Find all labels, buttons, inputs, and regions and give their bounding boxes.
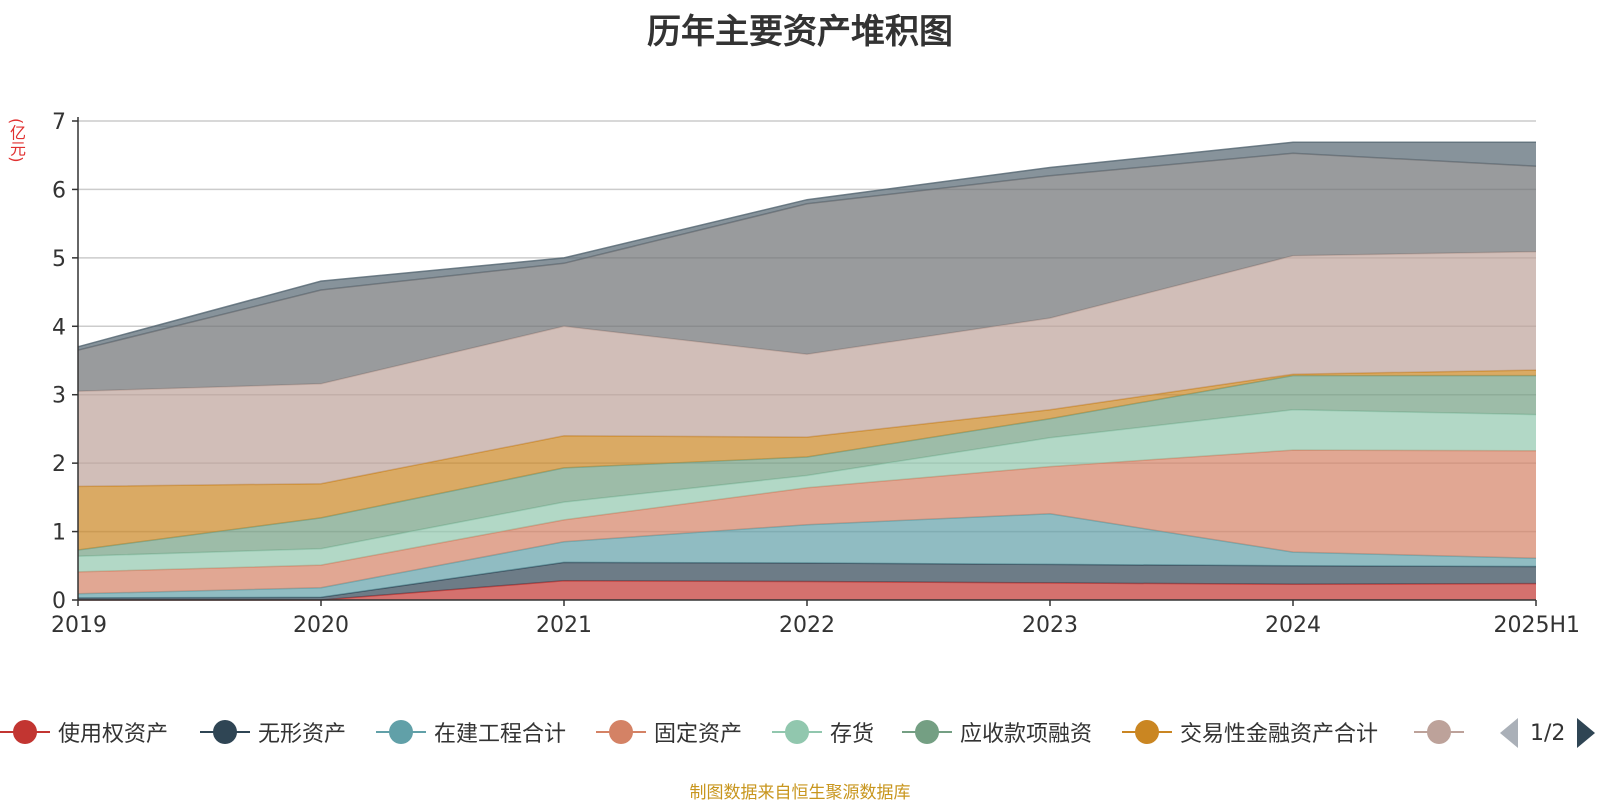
y-tick-label: 6 — [52, 178, 66, 203]
legend-label: 使用权资产 — [58, 722, 169, 747]
legend-label: 应收款项融资 — [960, 722, 1093, 747]
legend-marker-icon — [772, 712, 822, 752]
legend-item-intangible-assets[interactable]: 无形资产 — [200, 712, 346, 752]
legend-label: 存货 — [830, 722, 875, 747]
x-tick-label: 2019 — [51, 613, 107, 638]
legend-marker-icon — [1122, 712, 1172, 752]
x-tick-label: 2025H1 — [1493, 613, 1580, 638]
area-series-2 — [78, 513, 1536, 598]
x-tick-label: 2020 — [293, 613, 349, 638]
legend-item-right-of-use-assets[interactable]: 使用权资产 — [0, 712, 168, 752]
legend-marker-icon — [1414, 712, 1464, 752]
legend-marker-icon — [596, 712, 646, 752]
y-tick-label: 1 — [52, 521, 66, 546]
area-series-1 — [78, 562, 1536, 600]
y-tick-label: 3 — [52, 384, 66, 409]
y-tick-label: 7 — [52, 110, 66, 135]
area-series-5 — [78, 375, 1536, 557]
legend-item-construction-in-progress[interactable]: 在建工程合计 — [376, 712, 566, 752]
area-series-8 — [78, 153, 1536, 392]
legend-next-page-icon[interactable] — [1577, 718, 1596, 748]
stacked-area-chart: 0 1 2 3 4 5 6 7 2019 2020 2021 2022 2023 2024 2025H1 — [51, 110, 1580, 638]
legend-label: 无形资产 — [258, 722, 347, 747]
area-series-3 — [78, 450, 1536, 594]
y-axis-unit-label: (亿元) — [7, 118, 26, 163]
legend-label: 在建工程合计 — [434, 722, 567, 747]
x-tick-label: 2022 — [779, 613, 835, 638]
y-tick-label: 2 — [52, 452, 66, 477]
legend-item-receivables-financing[interactable]: 应收款项融资 — [902, 712, 1092, 752]
legend-marker-icon — [376, 712, 426, 752]
x-tick-label: 2023 — [1022, 613, 1078, 638]
data-source-note: 制图数据来自恒生聚源数据库 — [689, 783, 911, 803]
area-series-4 — [78, 409, 1536, 572]
chart-title: 历年主要资产堆积图 — [647, 12, 953, 52]
x-tick-label: 2024 — [1265, 613, 1321, 638]
y-tick-label: 5 — [52, 247, 66, 272]
legend-marker-icon — [200, 712, 250, 752]
line-series-9 — [77, 141, 1536, 348]
legend-label: 交易性金融资产合计 — [1180, 722, 1379, 747]
legend-label: 固定资产 — [654, 722, 743, 747]
legend-prev-page-icon[interactable] — [1500, 718, 1518, 748]
y-tick-label: 4 — [52, 315, 66, 340]
legend-item-inventory[interactable]: 存货 — [772, 712, 874, 752]
legend-marker-icon — [902, 712, 952, 752]
legend-pager: 1/2 — [1500, 716, 1596, 750]
y-tick-label: 0 — [52, 589, 66, 614]
legend-page-indicator: 1/2 — [1530, 720, 1566, 746]
area-series-0 — [78, 580, 1536, 600]
legend-item-fixed-assets[interactable]: 固定资产 — [596, 712, 742, 752]
legend-item-partial[interactable] — [1414, 712, 1464, 752]
legend-marker-icon — [0, 712, 50, 752]
area-series-7 — [78, 251, 1536, 487]
legend-item-trading-financial-assets[interactable]: 交易性金融资产合计 — [1122, 712, 1378, 752]
x-tick-label: 2021 — [536, 613, 592, 638]
legend: 使用权资产 无形资产 在建工程合计 固定资产 存货 应收款项融资 交易性金融 — [0, 712, 1600, 752]
